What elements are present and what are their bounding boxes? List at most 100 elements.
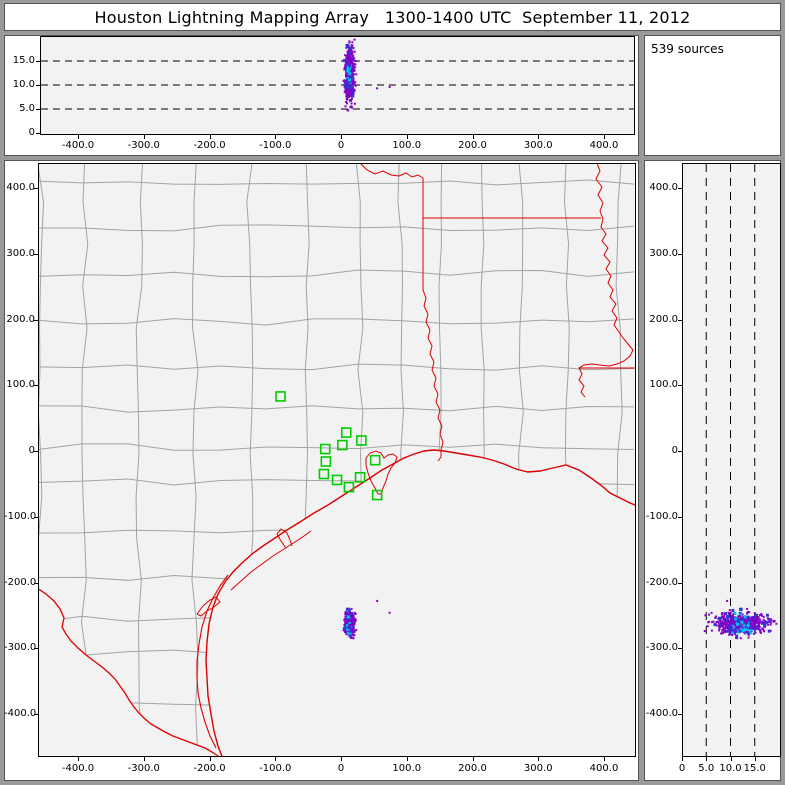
lightning-source-point — [350, 624, 353, 627]
x-tick-mark — [604, 757, 605, 761]
lightning-source-point — [350, 102, 353, 105]
county-line-horizontal — [38, 269, 635, 278]
y-tick-mark — [34, 714, 38, 715]
lightning-source-point — [733, 611, 737, 615]
lightning-source-point — [346, 50, 349, 53]
altitude-tick-label: 5.0 — [698, 763, 715, 774]
title-bar: Houston Lightning Mapping Array 1300-140… — [4, 3, 781, 31]
x-tick-mark — [143, 757, 145, 761]
lightning-source-point — [726, 626, 729, 629]
lightning-source-point — [346, 613, 349, 616]
eastwest-tick-label: -400.0 — [61, 763, 95, 774]
lightning-source-point — [749, 626, 753, 630]
lightning-source-point — [717, 624, 720, 627]
y-tick-mark — [678, 582, 682, 584]
county-line-horizontal — [38, 224, 635, 232]
lightning-source-point — [740, 629, 744, 633]
lightning-source-point — [753, 624, 756, 627]
lightning-source-point — [352, 628, 355, 631]
lightning-source-point — [731, 631, 735, 635]
lightning-source-point — [767, 623, 770, 626]
lightning-source-point — [345, 74, 348, 77]
lightning-source-point — [752, 618, 755, 621]
lightning-source-point — [718, 623, 722, 627]
altitude-tick-label: 15.0 — [743, 763, 766, 774]
northsouth-tick-label: 400.0 — [649, 182, 678, 193]
lightning-source-point — [345, 621, 348, 624]
northsouth-tick-label: 300.0 — [649, 247, 678, 259]
lightning-source-point — [721, 628, 724, 631]
lightning-source-point — [349, 49, 352, 52]
lightning-source-point — [348, 41, 351, 44]
lightning-source-point — [351, 82, 354, 85]
lightning-source-point — [768, 618, 772, 622]
lightning-source-point — [343, 82, 347, 86]
lightning-source-point — [349, 84, 352, 87]
lightning-source-point — [712, 620, 715, 623]
eastwest-tick-label: -100.0 — [259, 140, 292, 151]
eastwest-tick-label: 300.0 — [523, 140, 553, 151]
lightning-source-point — [756, 617, 759, 620]
lma-stations — [275, 391, 383, 501]
station-marker — [319, 443, 331, 455]
altitude-tick-label: 10.0 — [719, 763, 742, 774]
lightning-source-point — [351, 92, 354, 95]
lightning-source-point — [735, 634, 739, 638]
lightning-source-point — [344, 612, 347, 615]
lightning-source-point — [348, 46, 351, 49]
lightning-source-point — [738, 629, 742, 633]
lightning-source-point — [747, 618, 751, 622]
eastwest-tick-label: 0 — [337, 763, 345, 774]
lightning-source-point — [703, 629, 706, 632]
northsouth-tick-label: 200.0 — [6, 313, 35, 325]
lightning-source-point — [765, 620, 769, 624]
northsouth-tick-label: 0 — [671, 445, 678, 456]
lightning-source-point — [349, 57, 352, 60]
lightning-source-point — [722, 628, 725, 631]
lightning-source-point — [765, 613, 769, 617]
lightning-source-point — [758, 625, 761, 628]
lightning-source-point — [343, 619, 346, 622]
x-tick-mark — [275, 135, 277, 139]
state-borders — [38, 163, 636, 757]
lightning-source-point — [349, 91, 352, 94]
lightning-source-point — [728, 612, 731, 615]
lightning-source-point — [767, 618, 770, 621]
lightning-source-point — [343, 618, 346, 621]
lightning-source-point — [355, 73, 358, 76]
x-tick-mark — [341, 757, 342, 761]
lightning-source-point — [351, 41, 354, 44]
lightning-source-point — [350, 88, 353, 91]
station-marker — [337, 439, 348, 451]
lightning-source-point — [351, 97, 354, 100]
x-tick-mark — [604, 135, 605, 139]
lightning-source-point — [753, 629, 756, 632]
lightning-source-point — [746, 618, 749, 621]
lightning-source-point — [734, 617, 738, 621]
lightning-source-point — [730, 621, 733, 624]
lightning-source-point — [737, 615, 740, 618]
lightning-source-point — [739, 615, 742, 618]
border-lavaca-spur — [276, 528, 293, 549]
lightning-source-point — [347, 63, 351, 67]
lightning-source-point — [388, 85, 391, 88]
northsouth-tick-label: 100.0 — [6, 379, 35, 391]
lightning-source-point — [736, 637, 739, 640]
x-tick-mark — [706, 757, 708, 761]
lightning-source-point — [347, 92, 350, 95]
lightning-source-point — [350, 44, 353, 47]
lightning-source-point — [757, 623, 760, 626]
lightning-source-point — [349, 629, 353, 633]
border-mississippi-river — [578, 163, 634, 398]
lightning-source-point — [724, 631, 727, 634]
lightning-source-point — [346, 618, 350, 622]
lightning-source-point — [351, 67, 354, 70]
lightning-source-point — [346, 627, 350, 631]
lightning-source-point — [730, 628, 733, 631]
lightning-source-point — [726, 623, 729, 626]
lightning-source-point — [769, 623, 772, 626]
lightning-source-point — [721, 631, 724, 634]
lightning-source-point — [724, 612, 728, 616]
lightning-source-point — [755, 627, 758, 630]
lightning-source-point — [737, 623, 741, 627]
